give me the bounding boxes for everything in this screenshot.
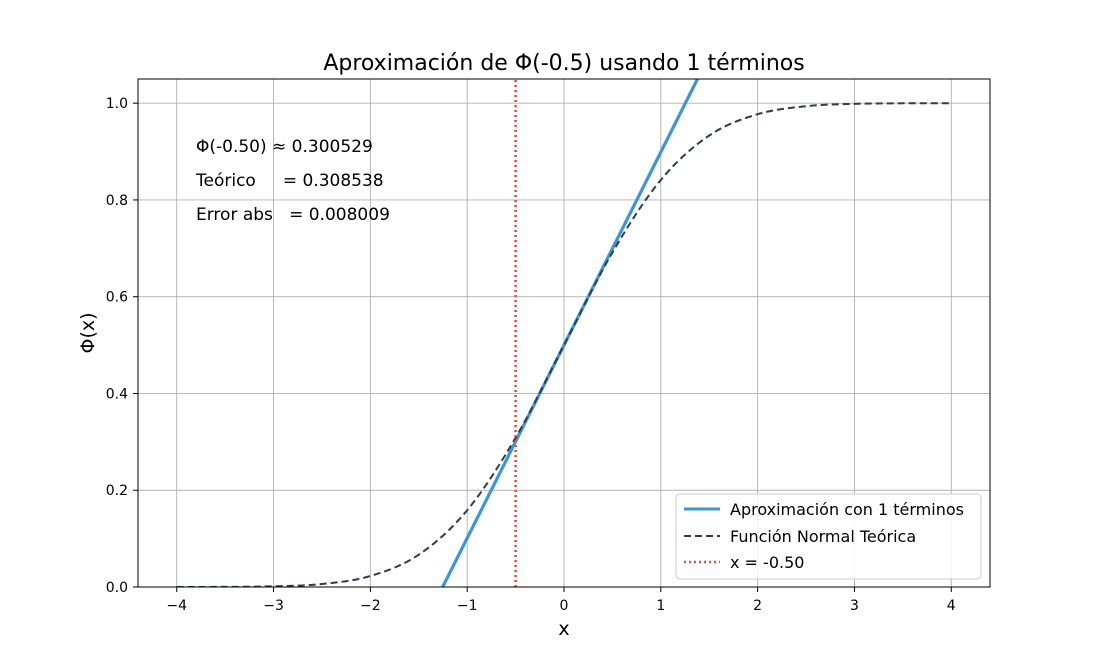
chart-title: Aproximación de Φ(-0.5) usando 1 término… [323, 51, 804, 76]
x-tick-label: −4 [166, 598, 187, 614]
legend: Aproximación con 1 términos Función Norm… [675, 493, 982, 580]
y-axis-label: Φ(x) [77, 312, 99, 353]
y-tick-label: 1.0 [106, 96, 128, 112]
annotation-error: Error abs = 0.008009 [196, 205, 390, 225]
x-tick-label: 1 [656, 598, 665, 614]
annotation-approx: Φ(-0.50) ≈ 0.300529 [196, 137, 373, 157]
x-tick-label: −1 [457, 598, 478, 614]
plot-lines [176, 79, 952, 587]
y-tick-label: 0.0 [106, 580, 128, 596]
legend-box [675, 493, 982, 580]
x-tick-label: 4 [947, 598, 956, 614]
x-tick-label: 0 [560, 598, 569, 614]
legend-label-normal: Función Normal Teórica [730, 527, 916, 546]
annotations: Φ(-0.50) ≈ 0.300529 Teórico = 0.308538 E… [195, 137, 390, 225]
y-tick-label: 0.4 [106, 386, 128, 402]
y-tick-label: 0.6 [106, 290, 128, 306]
x-tick-label: −3 [263, 598, 284, 614]
x-tick-label: −2 [360, 598, 381, 614]
legend-label-approx: Aproximación con 1 términos [730, 500, 964, 519]
annotation-theoretical: Teórico = 0.308538 [195, 171, 384, 191]
x-tick-label: 2 [753, 598, 762, 614]
x-axis-label: x [558, 618, 569, 640]
x-tick-label: 3 [850, 598, 859, 614]
legend-label-vline: x = -0.50 [730, 553, 804, 572]
y-tick-label: 0.2 [106, 483, 128, 499]
series-normal-cdf-line [176, 102, 952, 587]
y-tick-label: 0.8 [106, 193, 128, 209]
ticks: −4 −3 −2 −1 0 1 2 3 4 0.0 0.2 0.4 0.6 0.8 1.0 [106, 96, 956, 614]
